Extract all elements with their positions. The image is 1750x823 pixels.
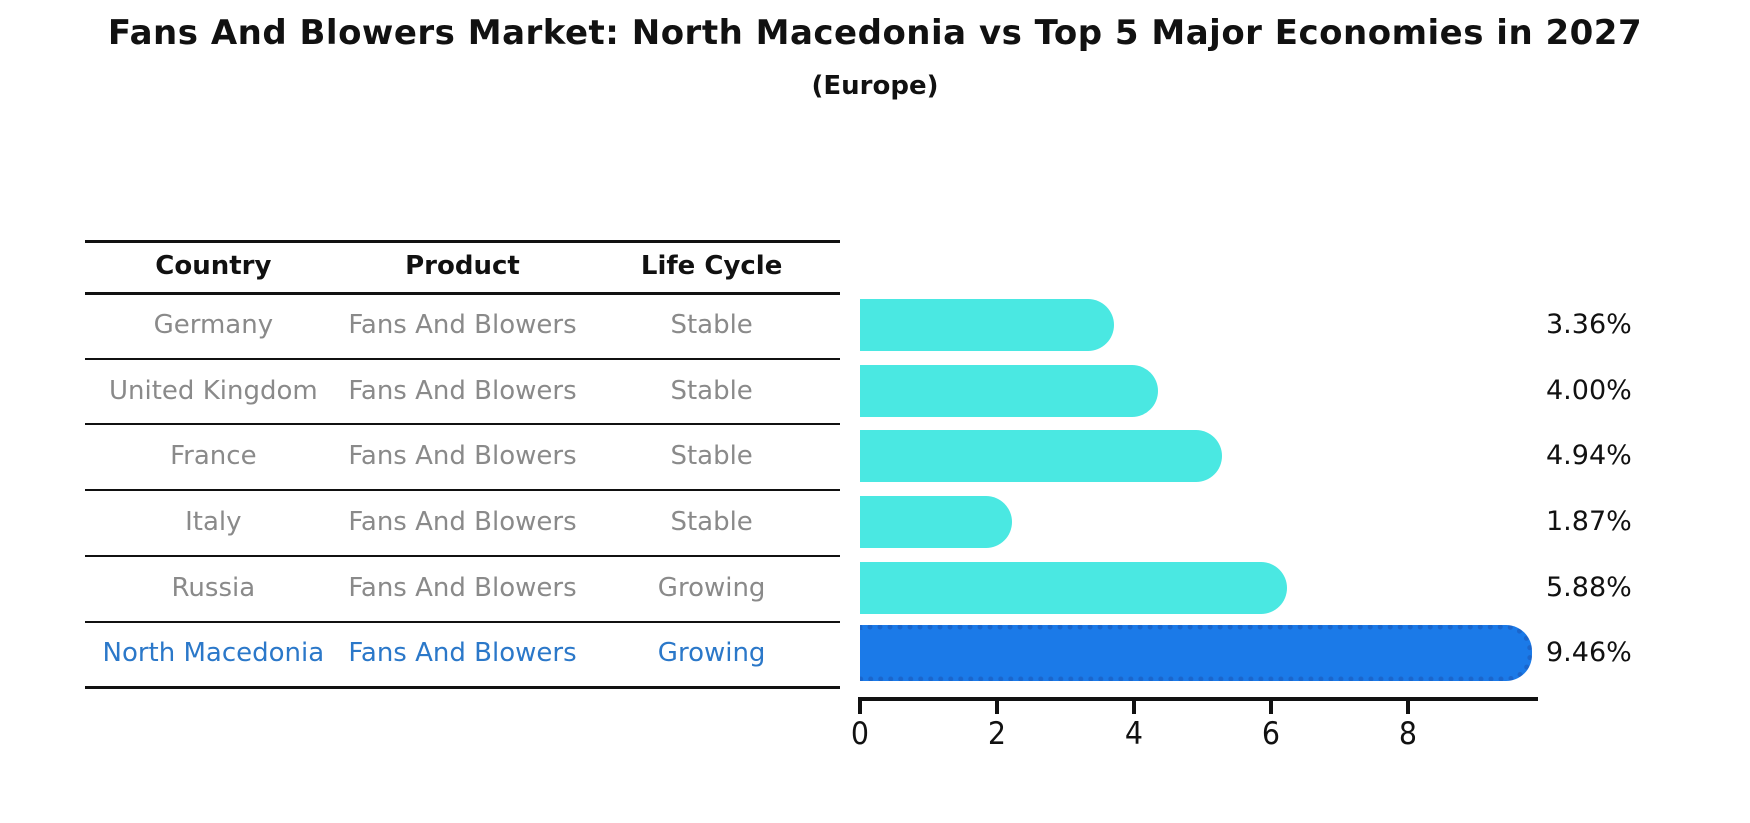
table-cell-product: Fans And Blowers [348,572,577,603]
x-axis-line [858,697,1538,701]
table-header-country: Country [155,251,272,281]
bar-value-label: 9.46% [1546,637,1632,669]
table-cell-lifecycle: Stable [670,506,753,537]
bar-value-label: 5.88% [1546,571,1632,603]
table-cell-lifecycle: Stable [670,309,753,340]
table-cell-product: Fans And Blowers [348,309,577,340]
table-cell-country: Russia [171,572,256,603]
table-row: France Fans And Blowers Stable [85,423,840,489]
x-axis-tick-mark [858,700,862,714]
x-axis-tick-mark [1269,700,1273,714]
table-cell-product: Fans And Blowers [348,638,577,669]
chart-title: Fans And Blowers Market: North Macedonia… [107,13,1643,53]
bar [860,561,1287,614]
table-divider-line [85,240,840,243]
bar [860,430,1223,483]
x-axis-tick-label: 8 [1398,716,1418,752]
bar-value-label: 3.36% [1546,308,1632,340]
table-row: Russia Fans And Blowers Growing [85,555,840,621]
table-divider-line [85,554,840,557]
table-cell-product: Fans And Blowers [348,506,577,537]
bar-value-label: 4.94% [1546,440,1632,472]
x-axis-tick-label: 2 [987,716,1007,752]
table-cell-country: France [170,441,257,472]
chart-subtitle: (Europe) [811,71,939,101]
bar-value-label: 4.00% [1546,374,1632,406]
x-axis-tick-label: 6 [1261,716,1281,752]
bar [860,625,1532,682]
table-cell-country: United Kingdom [109,375,318,406]
table-cell-product: Fans And Blowers [348,375,577,406]
x-axis-tick-label: 4 [1124,716,1144,752]
table-row: North Macedonia Fans And Blowers Growing [85,621,840,687]
table-row: Germany Fans And Blowers Stable [85,292,840,358]
table-cell-country: North Macedonia [102,638,325,669]
x-axis-tick-label: 0 [850,716,870,752]
table-cell-lifecycle: Growing [657,638,766,669]
table-row: Italy Fans And Blowers Stable [85,489,840,555]
bar [860,364,1158,417]
x-axis-tick-mark [995,700,999,714]
table-cell-lifecycle: Growing [657,572,766,603]
bar [860,495,1013,548]
bar-value-label: 1.87% [1546,505,1632,537]
table-header-lifecycle: Life Cycle [640,251,783,281]
table-divider-line [85,423,840,426]
table-cell-lifecycle: Stable [670,375,753,406]
table-cell-country: Germany [153,309,274,340]
table-divider-line [85,292,840,295]
table-divider-line [85,357,840,360]
x-axis-tick-mark [1132,700,1136,714]
table-row: United Kingdom Fans And Blowers Stable [85,358,840,424]
table-divider-line [85,620,840,623]
table-divider-line [85,489,840,492]
table-divider-line [85,686,840,690]
table-cell-lifecycle: Stable [670,441,753,472]
table-header-product: Product [405,251,520,281]
x-axis-tick-mark [1406,700,1410,714]
table-cell-product: Fans And Blowers [348,441,577,472]
bar [860,298,1115,351]
table-header-row: Country Product Life Cycle [85,240,840,292]
table-cell-country: Italy [185,506,242,537]
